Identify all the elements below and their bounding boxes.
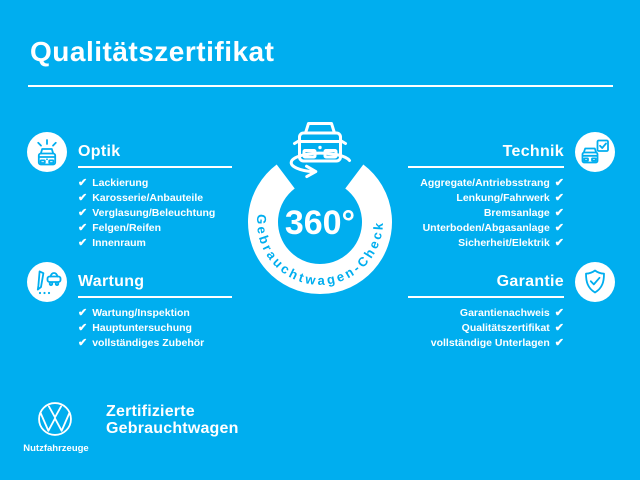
checklist-item-label: Aggregate/Antriebsstrang bbox=[420, 177, 550, 189]
check-icon: ✔ bbox=[554, 322, 564, 334]
checklist-item-label: Lackierung bbox=[92, 177, 149, 189]
check-icon: ✔ bbox=[554, 207, 564, 219]
checklist-garantie: ✔ Garantienachweis ✔ Qualitätszertifikat ✔ vo… bbox=[408, 306, 564, 351]
tagline-line-2: Gebrauchtwagen bbox=[106, 420, 239, 437]
checklist-item: ✔ Unterboden/Abgasanlage bbox=[408, 221, 564, 236]
car-inspection-icon bbox=[575, 132, 615, 172]
checklist-wartung: ✔ Wartung/Inspektion ✔ Hauptuntersuchung ✔ vo… bbox=[78, 306, 232, 351]
check-icon: ✔ bbox=[554, 177, 564, 189]
check-icon: ✔ bbox=[78, 307, 88, 319]
page-title: Qualitätszertifikat bbox=[30, 36, 275, 67]
check-icon: ✔ bbox=[554, 337, 564, 349]
checklist-item: ✔ Garantienachweis bbox=[408, 306, 564, 321]
check-icon: ✔ bbox=[78, 322, 88, 334]
checklist-item-label: Garantienachweis bbox=[459, 307, 550, 319]
shield-check-icon bbox=[575, 262, 615, 302]
checklist-item-label: Karosserie/Anbauteile bbox=[92, 192, 204, 204]
check-icon: ✔ bbox=[78, 207, 88, 219]
checklist-item: ✔ Lenkung/Fahrwerk bbox=[408, 191, 564, 206]
checklist-item-label: Qualitätszertifikat bbox=[461, 322, 550, 334]
tagline: Zertifizierte Gebrauchtwagen bbox=[106, 403, 239, 437]
checklist-item: ✔ Aggregate/Antriebsstrang bbox=[408, 176, 564, 191]
checklist-item-label: Lenkung/Fahrwerk bbox=[456, 192, 550, 204]
checklist-technik: ✔ Aggregate/Antriebsstrang ✔ Lenkung/Fahrwe… bbox=[408, 176, 564, 251]
brand-label: Nutzfahrzeuge bbox=[23, 443, 89, 454]
checklist-item-label: Verglasung/Beleuchtung bbox=[92, 207, 216, 219]
check-icon: ✔ bbox=[78, 337, 88, 349]
tagline-line-1: Zertifizierte bbox=[106, 403, 195, 420]
section-title-technik: Technik bbox=[408, 142, 564, 168]
checklist-item: ✔ Hauptuntersuchung bbox=[78, 321, 232, 336]
360-check-graphic: Gebrauchtwagen-Check 360° bbox=[248, 122, 392, 295]
check-icon: ✔ bbox=[554, 192, 564, 204]
checklist-item: ✔ Sicherheit/Elektrik bbox=[408, 236, 564, 251]
checklist-item-label: Wartung/Inspektion bbox=[92, 307, 190, 319]
section-title-optik: Optik bbox=[78, 142, 232, 168]
checklist-item: ✔ Verglasung/Beleuchtung bbox=[78, 206, 232, 221]
check-icon: ✔ bbox=[554, 222, 564, 234]
checklist-item-label: Unterboden/Abgasanlage bbox=[422, 222, 550, 234]
checklist-item: ✔ Wartung/Inspektion bbox=[78, 306, 232, 321]
checklist-item: ✔ Innenraum bbox=[78, 236, 232, 251]
checklist-item: ✔ Felgen/Reifen bbox=[78, 221, 232, 236]
checklist-item: ✔ Lackierung bbox=[78, 176, 232, 191]
checklist-item: ✔ Karosserie/Anbauteile bbox=[78, 191, 232, 206]
service-checklist-icon bbox=[27, 262, 67, 302]
section-wartung: Wartung ✔ Wartung/Inspektion ✔ Hauptuntersu… bbox=[27, 262, 232, 351]
checklist-item-label: vollständiges Zubehör bbox=[92, 337, 205, 349]
checklist-optik: ✔ Lackierung ✔ Karosserie/Anbauteile ✔ Vergla… bbox=[78, 176, 232, 251]
check-icon: ✔ bbox=[554, 307, 564, 319]
checklist-item: ✔ vollständige Unterlagen bbox=[408, 336, 564, 351]
vw-logo bbox=[36, 400, 74, 438]
section-title-garantie: Garantie bbox=[408, 272, 564, 298]
car-rotate-icon bbox=[289, 122, 351, 179]
checklist-item-label: Sicherheit/Elektrik bbox=[458, 237, 550, 249]
section-title-wartung: Wartung bbox=[78, 272, 232, 298]
checklist-item: ✔ Bremsanlage bbox=[408, 206, 564, 221]
checklist-item-label: Innenraum bbox=[92, 237, 146, 249]
section-garantie: Garantie ✔ Garantienachweis ✔ Qualitätszert… bbox=[408, 262, 615, 351]
check-icon: ✔ bbox=[78, 192, 88, 204]
check-icon: ✔ bbox=[78, 177, 88, 189]
checklist-item-label: vollständige Unterlagen bbox=[430, 337, 550, 349]
checklist-item-label: Felgen/Reifen bbox=[92, 222, 162, 234]
360-value: 360° bbox=[285, 204, 355, 242]
ring-shape bbox=[248, 164, 392, 295]
checklist-item: ✔ Qualitätszertifikat bbox=[408, 321, 564, 336]
section-optik: Optik ✔ Lackierung ✔ Karosserie/Anbauteile ✔… bbox=[27, 132, 232, 251]
checklist-item-label: Bremsanlage bbox=[483, 207, 550, 219]
checklist-item: ✔ vollständiges Zubehör bbox=[78, 336, 232, 351]
checklist-item-label: Hauptuntersuchung bbox=[92, 322, 192, 334]
section-technik: Technik ✔ Aggregate/Antriebsstrang ✔ Lenkun… bbox=[408, 132, 615, 251]
check-icon: ✔ bbox=[78, 237, 88, 249]
header-divider bbox=[28, 85, 613, 87]
check-icon: ✔ bbox=[78, 222, 88, 234]
check-icon: ✔ bbox=[554, 237, 564, 249]
car-shine-icon bbox=[27, 132, 67, 172]
